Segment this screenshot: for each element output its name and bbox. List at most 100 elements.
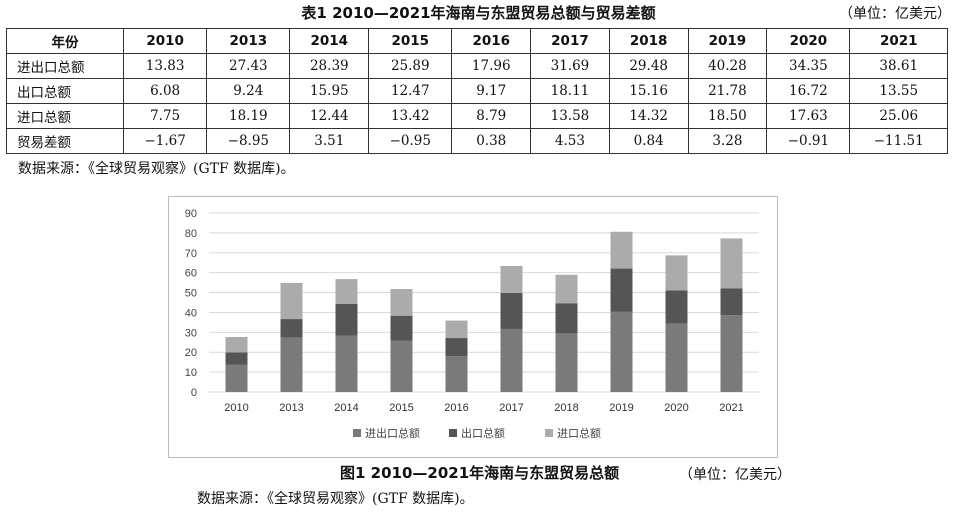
table-header-cell: 2019 (687, 28, 768, 54)
bar-segment (445, 356, 468, 392)
table-cell: 18.19 (206, 103, 291, 129)
table-cell: −8.95 (206, 128, 291, 154)
row-label: 出口总额 (6, 78, 124, 104)
bar-segment (720, 288, 743, 316)
table-cell: 3.28 (687, 128, 768, 154)
x-tick-label: 2019 (609, 402, 633, 414)
y-tick-label: 70 (185, 248, 197, 260)
trade-table: 年份 2010 2013 2014 2015 2016 2017 2018 20… (6, 28, 948, 154)
y-tick-label: 80 (185, 228, 197, 240)
table-cell: 17.96 (451, 53, 532, 79)
table-cell: 13.55 (849, 78, 948, 104)
table-cell: 17.63 (766, 103, 851, 129)
bar-segment (555, 274, 578, 304)
table-cell: 34.35 (766, 53, 851, 79)
row-label: 贸易差额 (6, 128, 124, 154)
x-tick-label: 2014 (334, 402, 358, 414)
x-tick-label: 2010 (224, 402, 248, 414)
table-cell: 4.53 (530, 128, 610, 154)
table-cell: 13.42 (368, 103, 453, 129)
table-cell: 21.78 (687, 78, 768, 104)
table-cell: −0.91 (766, 128, 851, 154)
table-source-note: 数据来源：《全球贸易观察》(GTF 数据库)。 (18, 161, 295, 177)
bar-segment (665, 290, 688, 324)
table-header-cell: 2020 (766, 28, 851, 54)
stacked-bar-chart: 0 10 20 30 40 50 60 70 80 90 2010 2013 2014 2015 2016 2… (185, 208, 759, 440)
chart-frame: 0 10 20 30 40 50 60 70 80 90 2010 2013 2014 2015 2016 2… (168, 196, 778, 458)
figure-source-note: 数据来源：《全球贸易观察》(GTF 数据库)。 (197, 491, 474, 507)
bar-segment (555, 303, 578, 334)
x-tick-label: 2018 (554, 402, 578, 414)
bar-segment (390, 315, 413, 341)
table-header-cell: 2018 (608, 28, 689, 54)
table-title: 表1 2010—2021年海南与东盟贸易总额与贸易差额 (301, 4, 656, 22)
legend-label: 进出口总额 (365, 426, 420, 440)
x-tick-label: 2017 (499, 402, 523, 414)
table-header-cell: 2010 (122, 28, 208, 54)
bar-segment (500, 328, 523, 392)
legend-swatch (353, 429, 361, 437)
y-tick-label: 50 (185, 288, 197, 300)
x-tick-label: 2015 (389, 402, 413, 414)
bar-segment (225, 336, 248, 353)
x-tick-label: 2013 (279, 402, 303, 414)
table-cell: 8.79 (451, 103, 532, 129)
table-cell: 12.47 (368, 78, 453, 104)
table-cell: 6.08 (122, 78, 208, 104)
table-cell: 31.69 (530, 53, 610, 79)
bar-segment (335, 303, 358, 336)
bar-segment (610, 231, 633, 269)
y-tick-label: 40 (185, 307, 197, 319)
x-tick-label: 2020 (664, 402, 688, 414)
y-tick-label: 20 (185, 347, 197, 359)
legend-label: 进口总额 (557, 426, 601, 440)
table-cell: 13.83 (122, 53, 208, 79)
bar-segment (720, 238, 743, 289)
y-tick-label: 30 (185, 327, 197, 339)
bar-segment (390, 340, 413, 392)
bar-segment (720, 315, 743, 392)
bar-segment (390, 289, 413, 316)
table-cell: −1.67 (122, 128, 208, 154)
table-header-cell: 2021 (849, 28, 948, 54)
bar-segment (665, 323, 688, 392)
legend-swatch (449, 429, 457, 437)
table-cell: 25.06 (849, 103, 948, 129)
bar-segment (335, 335, 358, 392)
y-tick-label: 10 (185, 367, 197, 379)
table-row: 进出口总额 13.83 27.43 28.39 25.89 17.96 31.6… (6, 53, 948, 79)
bar-segment (610, 268, 633, 312)
table-cell: 15.95 (289, 78, 370, 104)
table-cell: 25.89 (368, 53, 453, 79)
figure-caption: 图1 2010—2021年海南与东盟贸易总额 (340, 464, 620, 482)
table-row: 出口总额 6.08 9.24 15.95 12.47 9.17 18.11 15… (6, 78, 948, 104)
table-cell: 12.44 (289, 103, 370, 129)
legend-swatch (545, 429, 553, 437)
table-cell: 7.75 (122, 103, 208, 129)
legend-label: 出口总额 (461, 426, 505, 440)
table-cell: 38.61 (849, 53, 948, 79)
table-cell: 40.28 (687, 53, 768, 79)
table-cell: 14.32 (608, 103, 689, 129)
bar-segment (225, 364, 248, 392)
table-header-row: 年份 2010 2013 2014 2015 2016 2017 2018 20… (6, 28, 948, 54)
x-tick-label: 2016 (444, 402, 468, 414)
table-cell: 27.43 (206, 53, 291, 79)
table-row: 进口总额 7.75 18.19 12.44 13.42 8.79 13.58 1… (6, 103, 948, 129)
table-cell: 0.84 (608, 128, 689, 154)
bar-segment (665, 255, 688, 291)
table-cell: 28.39 (289, 53, 370, 79)
table-header-cell: 年份 (6, 28, 124, 54)
bar-segment (280, 337, 303, 392)
bar-segment (445, 338, 468, 357)
table-cell: 9.24 (206, 78, 291, 104)
bar-segment (225, 352, 248, 365)
table-cell: 9.17 (451, 78, 532, 104)
bar-segment (280, 282, 303, 320)
table-cell: 15.16 (608, 78, 689, 104)
table-header-cell: 2014 (289, 28, 370, 54)
table-cell: 29.48 (608, 53, 689, 79)
table-cell: 16.72 (766, 78, 851, 104)
table-title-bar: 表1 2010—2021年海南与东盟贸易总额与贸易差额 （单位：亿美元） (0, 2, 957, 24)
table-cell: 3.51 (289, 128, 370, 154)
